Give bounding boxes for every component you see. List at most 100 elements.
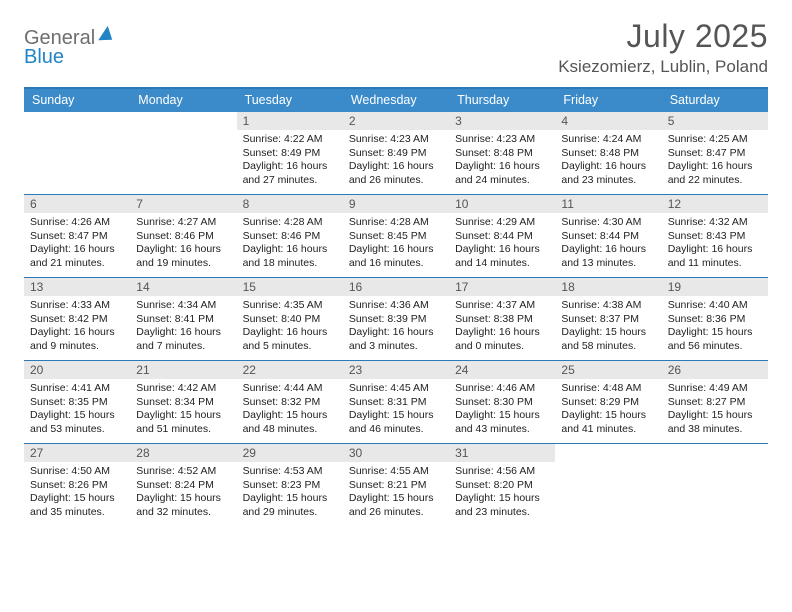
cell-content: Sunrise: 4:26 AMSunset: 8:47 PMDaylight:…	[24, 213, 130, 275]
sunset-text: Sunset: 8:31 PM	[349, 396, 443, 410]
cell-content: Sunrise: 4:53 AMSunset: 8:23 PMDaylight:…	[237, 462, 343, 524]
daylight-text: Daylight: 16 hours and 16 minutes.	[349, 243, 443, 270]
sunset-text: Sunset: 8:32 PM	[243, 396, 337, 410]
cell-content: Sunrise: 4:42 AMSunset: 8:34 PMDaylight:…	[130, 379, 236, 441]
daylight-text: Daylight: 15 hours and 48 minutes.	[243, 409, 337, 436]
sunrise-text: Sunrise: 4:36 AM	[349, 299, 443, 313]
daylight-text: Daylight: 15 hours and 58 minutes.	[561, 326, 655, 353]
day-number: 26	[662, 361, 768, 379]
cell-content	[555, 462, 661, 469]
week-row: 6Sunrise: 4:26 AMSunset: 8:47 PMDaylight…	[24, 194, 768, 277]
day-number: 31	[449, 444, 555, 462]
cell-content: Sunrise: 4:28 AMSunset: 8:45 PMDaylight:…	[343, 213, 449, 275]
sunrise-text: Sunrise: 4:42 AM	[136, 382, 230, 396]
calendar-cell: 5Sunrise: 4:25 AMSunset: 8:47 PMDaylight…	[662, 112, 768, 194]
daylight-text: Daylight: 15 hours and 46 minutes.	[349, 409, 443, 436]
daylight-text: Daylight: 15 hours and 51 minutes.	[136, 409, 230, 436]
day-number: 30	[343, 444, 449, 462]
sunset-text: Sunset: 8:44 PM	[561, 230, 655, 244]
sunrise-text: Sunrise: 4:38 AM	[561, 299, 655, 313]
day-number: 10	[449, 195, 555, 213]
day-number: 9	[343, 195, 449, 213]
calendar-cell: 17Sunrise: 4:37 AMSunset: 8:38 PMDayligh…	[449, 278, 555, 360]
calendar-cell: 29Sunrise: 4:53 AMSunset: 8:23 PMDayligh…	[237, 444, 343, 526]
sunset-text: Sunset: 8:46 PM	[243, 230, 337, 244]
logo: General Blue	[24, 18, 112, 67]
calendar-cell: 1Sunrise: 4:22 AMSunset: 8:49 PMDaylight…	[237, 112, 343, 194]
sunrise-text: Sunrise: 4:40 AM	[668, 299, 762, 313]
dow-wednesday: Wednesday	[343, 89, 449, 112]
sunset-text: Sunset: 8:34 PM	[136, 396, 230, 410]
week-row: 20Sunrise: 4:41 AMSunset: 8:35 PMDayligh…	[24, 360, 768, 443]
calendar-cell: 14Sunrise: 4:34 AMSunset: 8:41 PMDayligh…	[130, 278, 236, 360]
sunset-text: Sunset: 8:26 PM	[30, 479, 124, 493]
cell-content: Sunrise: 4:32 AMSunset: 8:43 PMDaylight:…	[662, 213, 768, 275]
calendar-cell: 8Sunrise: 4:28 AMSunset: 8:46 PMDaylight…	[237, 195, 343, 277]
cell-content: Sunrise: 4:55 AMSunset: 8:21 PMDaylight:…	[343, 462, 449, 524]
day-number: 29	[237, 444, 343, 462]
calendar-cell: 13Sunrise: 4:33 AMSunset: 8:42 PMDayligh…	[24, 278, 130, 360]
day-number: 17	[449, 278, 555, 296]
week-row: 27Sunrise: 4:50 AMSunset: 8:26 PMDayligh…	[24, 443, 768, 526]
day-number	[24, 112, 130, 130]
sunrise-text: Sunrise: 4:41 AM	[30, 382, 124, 396]
sunrise-text: Sunrise: 4:46 AM	[455, 382, 549, 396]
cell-content: Sunrise: 4:29 AMSunset: 8:44 PMDaylight:…	[449, 213, 555, 275]
sunset-text: Sunset: 8:38 PM	[455, 313, 549, 327]
daylight-text: Daylight: 16 hours and 22 minutes.	[668, 160, 762, 187]
calendar-cell: 2Sunrise: 4:23 AMSunset: 8:49 PMDaylight…	[343, 112, 449, 194]
sunset-text: Sunset: 8:20 PM	[455, 479, 549, 493]
sunrise-text: Sunrise: 4:55 AM	[349, 465, 443, 479]
sunrise-text: Sunrise: 4:22 AM	[243, 133, 337, 147]
calendar-cell: 31Sunrise: 4:56 AMSunset: 8:20 PMDayligh…	[449, 444, 555, 526]
cell-content: Sunrise: 4:49 AMSunset: 8:27 PMDaylight:…	[662, 379, 768, 441]
calendar-cell: 19Sunrise: 4:40 AMSunset: 8:36 PMDayligh…	[662, 278, 768, 360]
cell-content: Sunrise: 4:45 AMSunset: 8:31 PMDaylight:…	[343, 379, 449, 441]
sunrise-text: Sunrise: 4:50 AM	[30, 465, 124, 479]
daylight-text: Daylight: 16 hours and 27 minutes.	[243, 160, 337, 187]
dow-tuesday: Tuesday	[237, 89, 343, 112]
sunrise-text: Sunrise: 4:25 AM	[668, 133, 762, 147]
sunset-text: Sunset: 8:48 PM	[455, 147, 549, 161]
sunset-text: Sunset: 8:40 PM	[243, 313, 337, 327]
daylight-text: Daylight: 16 hours and 26 minutes.	[349, 160, 443, 187]
day-number: 25	[555, 361, 661, 379]
cell-content: Sunrise: 4:56 AMSunset: 8:20 PMDaylight:…	[449, 462, 555, 524]
daylight-text: Daylight: 15 hours and 23 minutes.	[455, 492, 549, 519]
location-label: Ksiezomierz, Lublin, Poland	[558, 57, 768, 77]
sunrise-text: Sunrise: 4:44 AM	[243, 382, 337, 396]
sunset-text: Sunset: 8:45 PM	[349, 230, 443, 244]
calendar-cell: 6Sunrise: 4:26 AMSunset: 8:47 PMDaylight…	[24, 195, 130, 277]
calendar-cell: 16Sunrise: 4:36 AMSunset: 8:39 PMDayligh…	[343, 278, 449, 360]
cell-content: Sunrise: 4:36 AMSunset: 8:39 PMDaylight:…	[343, 296, 449, 358]
day-number: 2	[343, 112, 449, 130]
sunrise-text: Sunrise: 4:37 AM	[455, 299, 549, 313]
logo-line2: Blue	[24, 47, 112, 67]
daylight-text: Daylight: 16 hours and 24 minutes.	[455, 160, 549, 187]
daylight-text: Daylight: 16 hours and 23 minutes.	[561, 160, 655, 187]
calendar-cell: 20Sunrise: 4:41 AMSunset: 8:35 PMDayligh…	[24, 361, 130, 443]
daylight-text: Daylight: 15 hours and 38 minutes.	[668, 409, 762, 436]
cell-content: Sunrise: 4:44 AMSunset: 8:32 PMDaylight:…	[237, 379, 343, 441]
cell-content: Sunrise: 4:27 AMSunset: 8:46 PMDaylight:…	[130, 213, 236, 275]
day-number: 14	[130, 278, 236, 296]
calendar-cell: 25Sunrise: 4:48 AMSunset: 8:29 PMDayligh…	[555, 361, 661, 443]
dow-saturday: Saturday	[662, 89, 768, 112]
sunset-text: Sunset: 8:29 PM	[561, 396, 655, 410]
cell-content: Sunrise: 4:35 AMSunset: 8:40 PMDaylight:…	[237, 296, 343, 358]
calendar-page: General Blue July 2025 Ksiezomierz, Lubl…	[0, 0, 792, 546]
sunset-text: Sunset: 8:39 PM	[349, 313, 443, 327]
sunset-text: Sunset: 8:44 PM	[455, 230, 549, 244]
sunset-text: Sunset: 8:30 PM	[455, 396, 549, 410]
week-row: 1Sunrise: 4:22 AMSunset: 8:49 PMDaylight…	[24, 112, 768, 194]
day-number: 22	[237, 361, 343, 379]
cell-content: Sunrise: 4:46 AMSunset: 8:30 PMDaylight:…	[449, 379, 555, 441]
sunrise-text: Sunrise: 4:26 AM	[30, 216, 124, 230]
sunset-text: Sunset: 8:48 PM	[561, 147, 655, 161]
day-number: 23	[343, 361, 449, 379]
day-number: 18	[555, 278, 661, 296]
cell-content: Sunrise: 4:38 AMSunset: 8:37 PMDaylight:…	[555, 296, 661, 358]
logo-text-block: General Blue	[24, 28, 112, 67]
sunset-text: Sunset: 8:37 PM	[561, 313, 655, 327]
daylight-text: Daylight: 16 hours and 14 minutes.	[455, 243, 549, 270]
